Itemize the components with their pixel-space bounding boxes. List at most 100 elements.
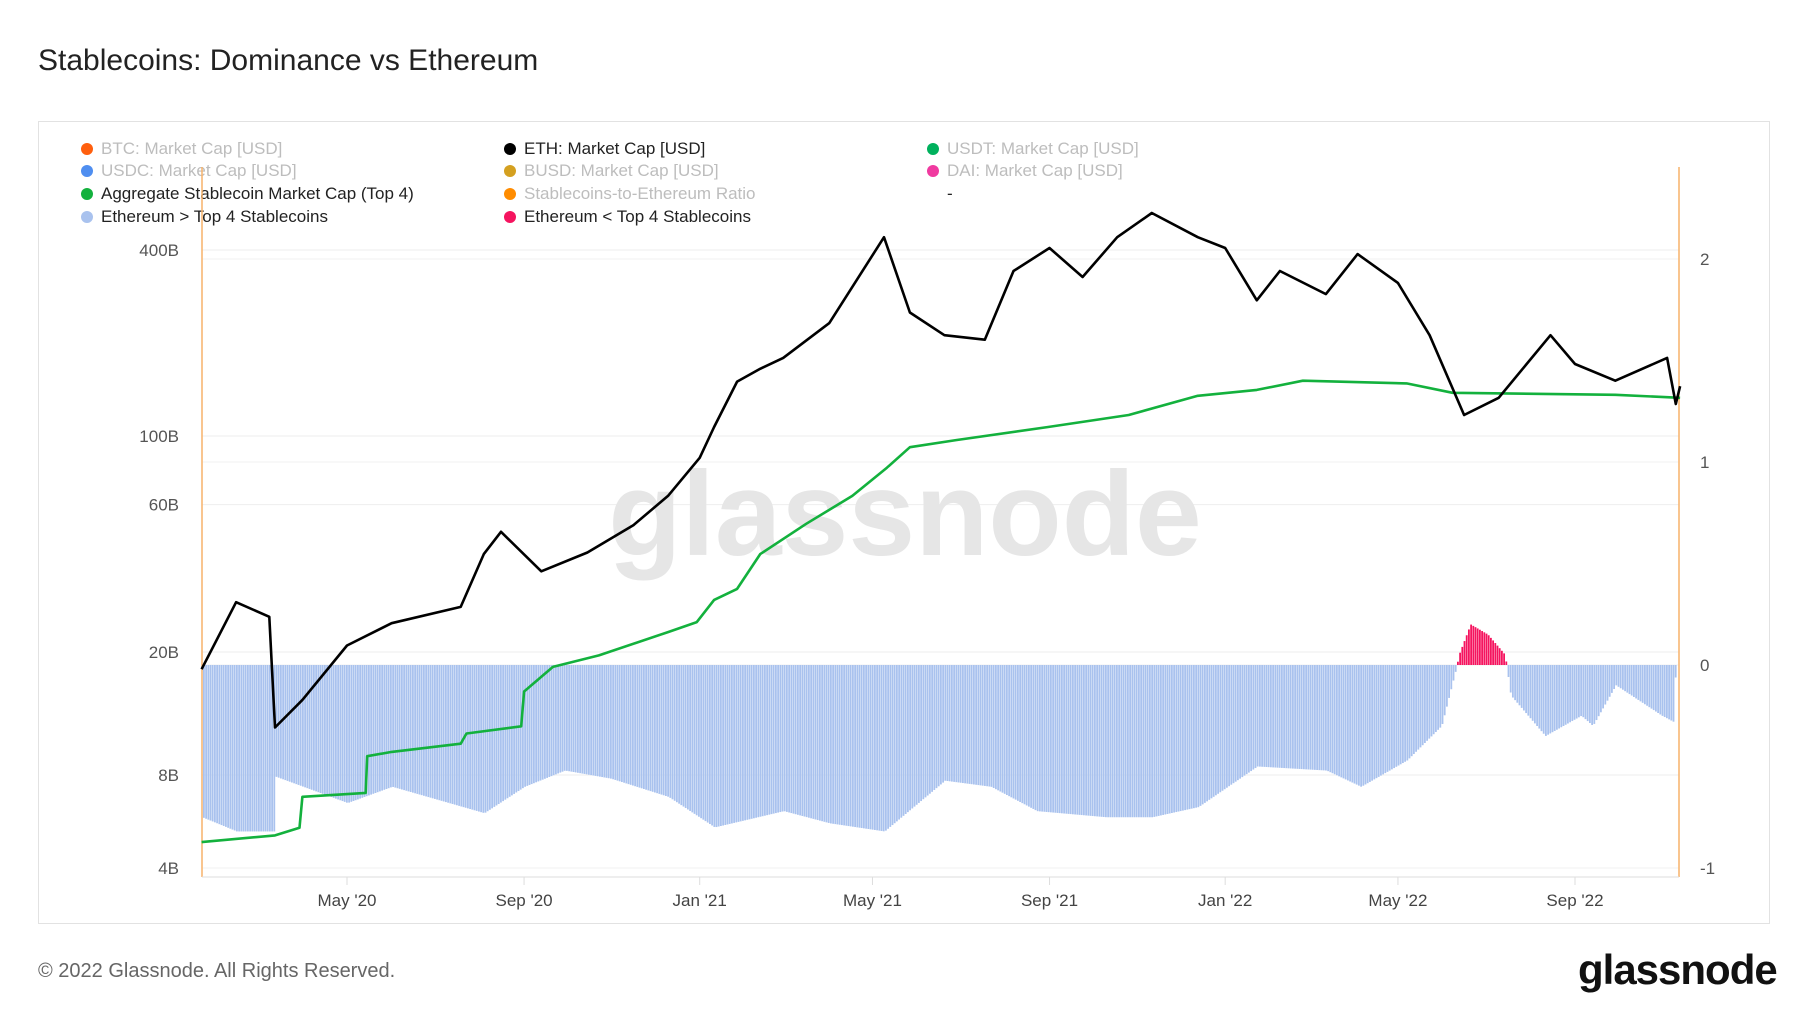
ratio-bar: [827, 665, 830, 823]
legend-item-usdc[interactable]: USDC: Market Cap [USD]: [81, 161, 297, 181]
ratio-bar: [1094, 665, 1096, 817]
ratio-bar: [849, 665, 852, 827]
ratio-bar: [695, 665, 698, 816]
x-tick-label: Jan '22: [1198, 891, 1252, 910]
ratio-bar: [728, 665, 731, 824]
ratio-bar: [387, 665, 390, 789]
ratio-bar: [1626, 665, 1629, 693]
ratio-bar: [904, 665, 907, 814]
legend-item-usdt[interactable]: USDT: Market Cap [USD]: [927, 139, 1139, 159]
ratio-bar: [1582, 665, 1585, 718]
ratio-bar: [836, 665, 839, 825]
ratio-bar: [1012, 665, 1015, 799]
legend-item-eth[interactable]: ETH: Market Cap [USD]: [504, 139, 705, 159]
ratio-bar: [302, 665, 304, 787]
ratio-bar: [1232, 665, 1235, 784]
ratio-bar: [383, 665, 386, 790]
ratio-bar: [220, 665, 223, 826]
ratio-bar: [1520, 665, 1523, 708]
ratio-bar: [1179, 665, 1182, 812]
ratio-bar: [942, 665, 944, 783]
ratio-bar: [1300, 665, 1303, 770]
ratio-bar: [546, 665, 548, 778]
x-tick-label: May '21: [843, 891, 902, 910]
ratio-bar: [1404, 665, 1406, 762]
ratio-bar: [1025, 665, 1028, 806]
ratio-bar: [1470, 624, 1472, 665]
ratio-bar: [1661, 665, 1664, 716]
ratio-bar: [1050, 665, 1052, 813]
ratio-bar: [1371, 665, 1373, 781]
ratio-bar: [541, 665, 544, 780]
ratio-bar: [737, 665, 740, 822]
ratio-bar: [412, 665, 414, 793]
ratio-bar: [1182, 665, 1184, 811]
ratio-bar: [1061, 665, 1063, 814]
ratio-bar: [636, 665, 639, 787]
ratio-bar: [1292, 665, 1294, 769]
ratio-bar: [1067, 665, 1070, 814]
ratio-bar: [816, 665, 819, 821]
ratio-bar: [1525, 665, 1527, 714]
y-left-tick-label: 400B: [139, 241, 179, 260]
legend-item-dai[interactable]: DAI: Market Cap [USD]: [927, 161, 1123, 181]
ratio-bar: [1098, 665, 1101, 817]
ratio-bar: [1144, 665, 1147, 818]
ratio-bar: [891, 665, 894, 826]
ratio-bar: [1644, 665, 1646, 705]
ratio-bar: [1424, 665, 1426, 743]
ratio-bar: [1611, 665, 1613, 693]
ratio-bar: [1622, 665, 1624, 690]
ratio-bar: [1034, 665, 1037, 811]
ratio-bar: [955, 665, 958, 783]
ratio-bar: [1133, 665, 1136, 818]
ratio-bar: [304, 665, 306, 788]
glassnode-logo[interactable]: glassnode: [1578, 946, 1778, 993]
ratio-bar: [887, 665, 889, 829]
ratio-bar: [513, 665, 515, 794]
ratio-bar: [258, 665, 260, 832]
legend-label: ETH: Market Cap [USD]: [524, 139, 706, 158]
ratio-bar: [434, 665, 436, 799]
ratio-bar: [766, 665, 768, 816]
ratio-bar: [1413, 665, 1415, 754]
ratio-bar: [995, 665, 997, 790]
ratio-bar: [350, 665, 353, 802]
ratio-bar: [1193, 665, 1195, 809]
ratio-bar: [1523, 665, 1525, 711]
y-right-tick-label: 0: [1700, 656, 1709, 675]
ratio-bar: [682, 665, 685, 807]
ratio-bar: [209, 665, 212, 821]
ratio-bar: [500, 665, 502, 803]
ratio-bar: [1527, 665, 1530, 716]
ratio-bar: [537, 665, 540, 782]
ratio-bar: [1314, 665, 1316, 770]
legend-item-btc[interactable]: BTC: Market Cap [USD]: [81, 139, 282, 159]
ratio-bar: [1586, 665, 1589, 722]
ratio-bar: [691, 665, 694, 813]
legend-item-dash[interactable]: -: [947, 184, 953, 204]
ratio-bar: [990, 665, 993, 787]
legend-item-eth-greater[interactable]: Ethereum > Top 4 Stablecoins: [81, 207, 328, 227]
ratio-bar: [676, 665, 678, 803]
ratio-bar: [341, 665, 344, 802]
ratio-bar: [621, 665, 623, 783]
ratio-bar: [293, 665, 295, 784]
ratio-bar: [772, 665, 775, 814]
legend-dot-icon: [927, 143, 939, 155]
ratio-bar: [1252, 665, 1255, 770]
legend-item-ratio[interactable]: Stablecoins-to-Ethereum Ratio: [504, 184, 756, 204]
ratio-bar: [779, 665, 782, 813]
ratio-bar: [1047, 665, 1050, 813]
legend-item-busd[interactable]: BUSD: Market Cap [USD]: [504, 161, 719, 181]
ratio-bar: [997, 665, 999, 791]
ratio-bar: [1188, 665, 1191, 810]
legend-item-eth-less[interactable]: Ethereum < Top 4 Stablecoins: [504, 207, 751, 227]
ratio-bar: [326, 665, 328, 796]
ratio-bar: [225, 665, 227, 827]
legend-dot-icon: [81, 211, 93, 223]
ratio-bar: [1058, 665, 1061, 814]
legend-item-aggregate[interactable]: Aggregate Stablecoin Market Cap (Top 4): [81, 184, 414, 204]
ratio-bar: [1551, 665, 1554, 733]
ratio-bar: [678, 665, 680, 804]
